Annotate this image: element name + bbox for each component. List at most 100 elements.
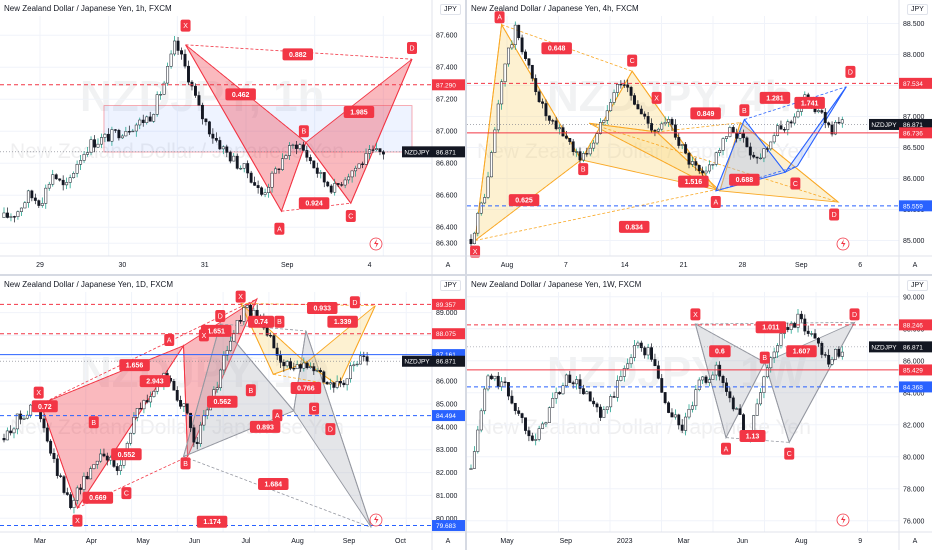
candle-body (571, 382, 575, 385)
candle-body (769, 357, 773, 369)
price-tag: 86.736 (899, 127, 932, 139)
currency-button[interactable]: JPY (440, 4, 461, 15)
candle-body (527, 58, 531, 66)
price-axis-bg (432, 0, 465, 274)
chart-panel-1w[interactable]: NZDJPY, 1W New Zealand Dollar / Japanese… (467, 276, 932, 550)
price-tag-text: 85.559 (903, 203, 923, 210)
currency-button[interactable]: JPY (907, 4, 928, 15)
price-tick: 82.000 (436, 470, 458, 477)
candle-body (517, 410, 521, 414)
symbol-price-tag: NZDJPY 86.871 (402, 355, 465, 367)
candle-body (639, 108, 643, 115)
candle-body (145, 116, 149, 123)
candle-body (205, 409, 209, 416)
candle-body (592, 142, 596, 149)
candle-body (26, 190, 30, 203)
candle-body (687, 408, 691, 418)
point-label-text: B (91, 420, 96, 427)
point-label-bg (245, 384, 256, 397)
candle-body (23, 202, 27, 209)
chart-canvas[interactable]: 0.648 0.849 1.281 1.741 1.516 0.688 0.625 0.834… (467, 0, 932, 274)
candle-body (530, 435, 534, 441)
point-label-bg (845, 65, 856, 78)
point-label-text: D (409, 46, 414, 53)
point-label-text: X (183, 23, 188, 30)
ratio-badge: 0.669 (82, 491, 114, 504)
candle-body (711, 164, 715, 166)
candle-body (361, 163, 365, 165)
candle-body (612, 92, 616, 103)
candle-body (503, 381, 507, 383)
candle-body (249, 305, 252, 317)
candle-body (541, 101, 544, 104)
candle-body (92, 464, 96, 469)
currency-button[interactable]: JPY (907, 280, 928, 291)
point-label-text: B (742, 108, 747, 115)
lightning-icon (836, 513, 850, 527)
candle-body (656, 365, 660, 379)
candle-body (292, 368, 296, 370)
candle-body (680, 424, 684, 431)
candle-body (305, 150, 309, 158)
candle-body (371, 149, 375, 151)
currency-button[interactable]: JPY (440, 280, 461, 291)
candle-body (33, 197, 37, 201)
chart-canvas[interactable]: 1.011 0.6 1.607 1.13 X A B C D 76.000 78.000 80.000… (467, 276, 932, 550)
point-label-bg (651, 91, 662, 104)
point-label-text: D (852, 312, 857, 319)
ratio-badge: 2.943 (139, 375, 171, 388)
candle-body (329, 185, 333, 193)
chart-canvas[interactable]: 0.8820.4621.9850.924XABCD86.30086.40086.… (0, 0, 465, 274)
candle-body (242, 307, 246, 322)
candle-body (89, 139, 93, 153)
price-tag-bg (899, 341, 932, 353)
point-label-bg (121, 487, 132, 500)
chart-title: New Zealand Dollar / Japanese Yen, 4h, F… (471, 4, 639, 13)
candle-body (721, 138, 725, 151)
ratio-badge: 0.893 (249, 420, 281, 433)
candle-body (200, 104, 204, 120)
point-label: D (325, 423, 336, 436)
price-tag-text: 86.871 (436, 149, 456, 156)
candle-body (823, 112, 827, 124)
candle-body (302, 362, 306, 369)
price-tick: 86.000 (903, 358, 925, 365)
candle-body (364, 153, 368, 165)
candle-body (568, 374, 572, 383)
candle-body (106, 133, 110, 142)
candle-body (585, 391, 589, 395)
price-tag-bg (432, 298, 465, 310)
ratio-badge: 0.6 (709, 345, 731, 358)
price-tag-bg (432, 520, 465, 532)
ratio-label: 0.688 (736, 177, 754, 184)
pattern-ratio-line (656, 122, 741, 133)
chart-panel-4h[interactable]: NZDJPY, 4h New Zealand Dollar / Japanese… (467, 0, 932, 274)
point-label-text: B (762, 355, 767, 362)
price-tick: 87.400 (436, 65, 458, 72)
candle-body (22, 417, 26, 420)
candle-body (605, 110, 609, 121)
candle-body (619, 376, 623, 381)
point-label: D (349, 296, 360, 309)
point-label-bg (215, 310, 226, 322)
candle-body (547, 407, 551, 423)
candle-body (197, 95, 201, 106)
candle-body (110, 129, 114, 142)
chart-panel-1d[interactable]: NZDJPY, 1D New Zealand Dollar / Japanese… (0, 276, 465, 550)
candle-body (62, 476, 66, 493)
price-tick: 90.000 (903, 294, 925, 301)
chart-panel-1h[interactable]: NZDJPY, 1h New Zealand Dollar / Japanese… (0, 0, 465, 274)
candle-body (357, 163, 361, 169)
candle-body (697, 379, 701, 390)
candle-body (218, 140, 222, 150)
point-label-bg (88, 416, 99, 429)
point-label: C (121, 487, 132, 500)
time-tick: A (913, 538, 918, 545)
candle-body (578, 151, 582, 161)
candle-body (312, 366, 316, 372)
point-label: D (215, 310, 226, 322)
time-tick: May (136, 538, 150, 545)
panel-divider-horizontal[interactable] (0, 274, 932, 276)
candle-body (561, 385, 565, 395)
